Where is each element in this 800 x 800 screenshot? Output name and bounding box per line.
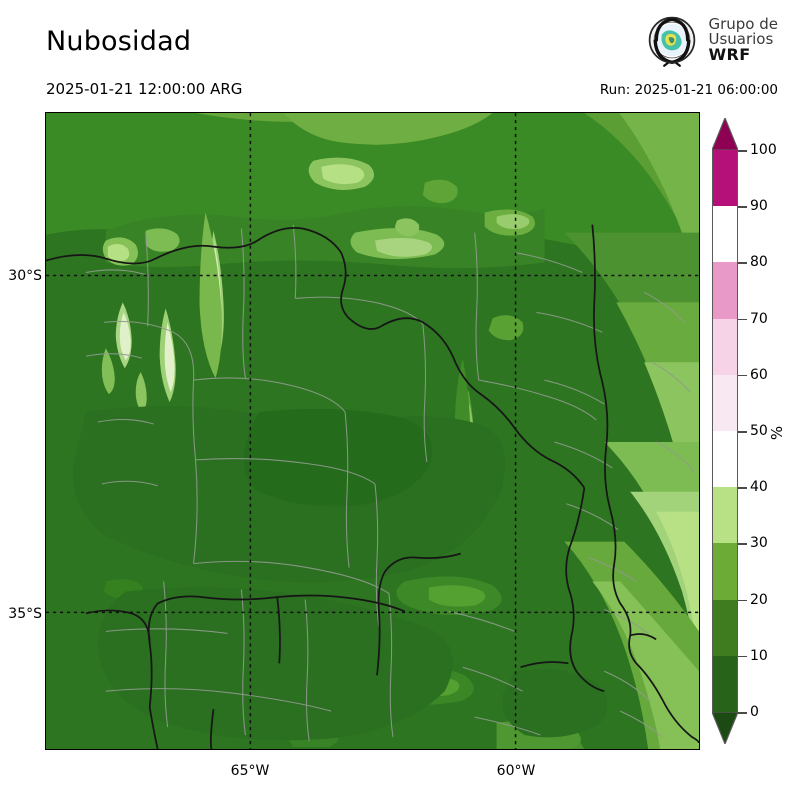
logo-line-2: Usuarios bbox=[708, 29, 774, 48]
colorbar-tick-label: 0 bbox=[750, 704, 759, 720]
colorbar-tick bbox=[738, 374, 747, 377]
colorbar-gradient bbox=[712, 150, 738, 712]
lat-tick-30s: 30°S bbox=[8, 268, 42, 284]
colorbar-under-arrow bbox=[712, 712, 738, 744]
colorbar-tick-label: 50 bbox=[750, 423, 768, 439]
colorbar-tick bbox=[738, 655, 747, 658]
lat-tick-35s: 35°S bbox=[8, 606, 42, 622]
brand-logo: Grupo de Usuarios WRF bbox=[644, 12, 778, 68]
cloud-cover-raster bbox=[46, 113, 699, 749]
colorbar-segment bbox=[713, 599, 737, 656]
colorbar-tick-label: 30 bbox=[750, 535, 768, 552]
colorbar-tick bbox=[738, 150, 747, 152]
colorbar-tick bbox=[738, 712, 747, 714]
colorbar-tick-label: 100 bbox=[750, 142, 777, 158]
colorbar-tick-label: 80 bbox=[750, 254, 768, 271]
colorbar-tick bbox=[738, 206, 747, 208]
colorbar-tick bbox=[738, 431, 747, 433]
colorbar-segment bbox=[713, 206, 737, 262]
colorbar-segment bbox=[713, 318, 737, 375]
colorbar-tick-label: 70 bbox=[750, 310, 768, 327]
run-time-label: Run: 2025-01-21 06:00:00 bbox=[599, 82, 778, 98]
valid-time-label: 2025-01-21 12:00:00 ARG bbox=[46, 80, 243, 98]
map-plot-area[interactable] bbox=[45, 112, 700, 750]
lon-tick-60w: 60°W bbox=[496, 763, 536, 779]
lon-tick-65w: 65°W bbox=[230, 763, 270, 779]
colorbar-tick-label: 10 bbox=[750, 647, 768, 664]
logo-line-1: Grupo de bbox=[708, 14, 778, 33]
logo-line-3: WRF bbox=[708, 45, 751, 65]
colorbar-tick-label: 40 bbox=[750, 479, 768, 496]
colorbar-segment bbox=[713, 655, 737, 712]
colorbar-over-arrow bbox=[712, 118, 738, 150]
colorbar-tick bbox=[738, 318, 747, 321]
colorbar-tick bbox=[738, 543, 747, 545]
colorbar-tick-label: 90 bbox=[750, 198, 768, 215]
colorbar-segment bbox=[713, 431, 737, 488]
colorbar-segment bbox=[713, 374, 737, 431]
colorbar-tick-label: 20 bbox=[750, 591, 768, 608]
colorbar-segment bbox=[713, 150, 737, 207]
colorbar-unit-label: % bbox=[768, 425, 787, 441]
colorbar-tick bbox=[738, 487, 747, 489]
colorbar-tick-label: 60 bbox=[750, 366, 768, 383]
colorbar-segment bbox=[713, 543, 737, 600]
colorbar-segment bbox=[713, 487, 737, 544]
colorbar-tick bbox=[738, 262, 747, 264]
colorbar[interactable]: 0 10 20 30 40 50 60 70 80 90 100 bbox=[706, 112, 777, 750]
globe-emblem-icon bbox=[649, 16, 696, 67]
page-title: Nubosidad bbox=[46, 26, 192, 57]
colorbar-tick bbox=[738, 599, 747, 602]
colorbar-segment bbox=[713, 262, 737, 319]
